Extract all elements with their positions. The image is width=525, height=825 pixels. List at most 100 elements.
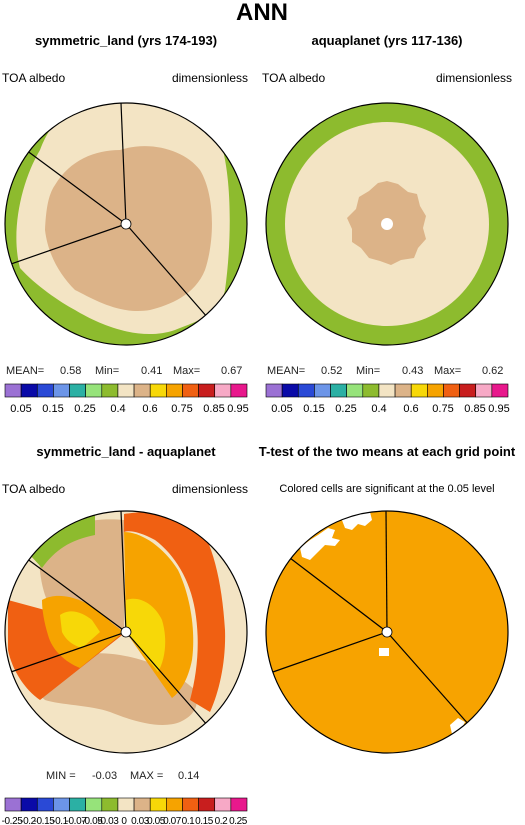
colorbar-swatch	[230, 797, 248, 812]
colorbar-swatch	[346, 383, 364, 398]
colorbar-swatch	[53, 383, 70, 398]
colorbar-swatch	[69, 797, 86, 812]
colorbar-swatch	[149, 797, 167, 812]
colorbar-tick-label: 0.1	[182, 816, 196, 825]
max-value: 0.67	[221, 365, 242, 377]
land-boundary-line	[386, 631, 471, 727]
colorbar-swatch	[198, 797, 216, 812]
panel-aquaplanet: aquaplanet (yrs 117-136) TOA albedo dime…	[262, 33, 512, 415]
colorbar-tick-labels: -0.25 -0.2 -0.15 -0.1 -0.07 -0.05 -0.03 …	[2, 816, 249, 825]
pole-marker	[120, 626, 132, 638]
colorbar-tick-label: 0.07	[163, 816, 182, 825]
colorbar-tick-label: 0.75	[171, 403, 192, 415]
colorbar-tick-label: 0.4	[371, 403, 386, 415]
colorbar-swatch	[133, 383, 151, 398]
units-label: dimensionless	[172, 71, 248, 85]
colorbar-tick-label: -0.25	[2, 816, 24, 825]
colorbar-swatch	[330, 383, 347, 398]
panel-subtitle: Colored cells are significant at the 0.0…	[279, 483, 494, 495]
colorbar-tick-label: 0.75	[432, 403, 453, 415]
land-boundary-line	[125, 223, 209, 319]
colorbar-swatch	[297, 383, 315, 398]
colorbar-tick-labels: 0.05 0.15 0.25 0.4 0.6 0.75 0.85 0.95	[10, 403, 248, 415]
stats-line: MEAN= 0.58 Min= 0.41 Max= 0.67	[6, 365, 242, 377]
land-boundary-line	[120, 511, 127, 633]
colorbar-swatch	[85, 797, 103, 812]
units-label: dimensionless	[172, 482, 248, 496]
min-value: 0.43	[402, 365, 423, 377]
colorbar-tick-label: 0.05	[10, 403, 31, 415]
colorbar-swatch	[166, 797, 183, 812]
pole-marker	[120, 218, 132, 230]
colorbar-tick-label: 0.15	[303, 403, 324, 415]
colorbar-swatch	[101, 797, 119, 812]
colorbar-tick-label: -0.03	[98, 816, 120, 825]
max-label: Max=	[434, 365, 461, 377]
contour-0.07	[126, 598, 166, 672]
map-outline	[4, 510, 248, 754]
panel-title: aquaplanet (yrs 117-136)	[311, 33, 462, 48]
max-value: 0.62	[482, 365, 503, 377]
colorbar-tick-label: 0.15	[195, 816, 214, 825]
colorbar-swatch	[20, 797, 38, 812]
pole-marker	[381, 218, 393, 230]
land-boundary-line	[385, 511, 388, 633]
colorbar-swatch	[85, 383, 103, 398]
colorbar-swatch	[314, 383, 331, 398]
colorbar-swatch	[198, 383, 216, 398]
colorbar	[265, 383, 509, 398]
contour-0.03	[30, 512, 95, 568]
mean-value: 0.52	[321, 365, 342, 377]
land-boundary-line	[7, 631, 127, 674]
colorbar-swatch	[443, 383, 460, 398]
colorbar-tick-labels: 0.05 0.15 0.25 0.4 0.6 0.75 0.85 0.95	[271, 403, 509, 415]
map-outline	[4, 102, 248, 346]
colorbar-swatch	[149, 383, 167, 398]
colorbar-swatch	[362, 383, 380, 398]
land-boundary-line	[269, 631, 388, 674]
colorbar-tick-label: 0.05	[271, 403, 292, 415]
colorbar-swatch	[491, 383, 509, 398]
colorbar-tick-label: -0.05	[82, 816, 104, 825]
colorbar-tick-label: 0.95	[488, 403, 509, 415]
colorbar-swatch	[214, 797, 232, 812]
colorbar-swatch	[459, 383, 477, 398]
land-boundary-line	[7, 223, 127, 266]
colorbar-tick-label: 0	[121, 816, 127, 825]
stats-line: MIN = -0.03 MAX = 0.14	[46, 770, 199, 782]
contour-0.05	[60, 611, 100, 648]
colorbar-tick-label: 0.03	[131, 816, 150, 825]
panel-symmetric-land: symmetric_land (yrs 174-193) TOA albedo …	[2, 33, 249, 415]
colorbar-swatch	[117, 797, 135, 812]
land-boundary-line	[125, 631, 209, 727]
colorbar-swatch	[281, 383, 299, 398]
variable-label: TOA albedo	[2, 71, 65, 85]
panel-title: symmetric_land (yrs 174-193)	[35, 33, 217, 48]
colorbar-tick-label: -0.1	[52, 816, 68, 825]
min-label: MIN =	[46, 770, 76, 782]
figure-title: ANN	[236, 0, 288, 26]
panel-title: T-test of the two means at each grid poi…	[259, 444, 516, 459]
colorbar-swatch	[394, 383, 412, 398]
land-boundary-line	[25, 149, 127, 225]
polar-map	[5, 103, 247, 345]
min-value: -0.03	[92, 770, 117, 782]
colorbar-swatch	[4, 383, 22, 398]
colorbar-swatch	[427, 383, 444, 398]
colorbar-swatch	[475, 383, 493, 398]
colorbar-swatch	[117, 383, 135, 398]
colorbar-tick-label: 0.85	[203, 403, 224, 415]
colorbar-tick-label: -0.07	[66, 816, 88, 825]
colorbar-swatch	[410, 383, 428, 398]
colorbar-tick-label: 0.05	[147, 816, 166, 825]
colorbar-swatch	[53, 797, 70, 812]
colorbar-swatch	[20, 383, 38, 398]
map-outline	[265, 102, 509, 346]
mean-value: 0.58	[60, 365, 81, 377]
colorbar-swatch	[230, 383, 248, 398]
variable-label: TOA albedo	[262, 71, 325, 85]
colorbar	[4, 797, 248, 812]
panel-ttest: T-test of the two means at each grid poi…	[259, 444, 516, 754]
colorbar-tick-label: -0.2	[20, 816, 36, 825]
stats-line: MEAN= 0.52 Min= 0.43 Max= 0.62	[267, 365, 503, 377]
